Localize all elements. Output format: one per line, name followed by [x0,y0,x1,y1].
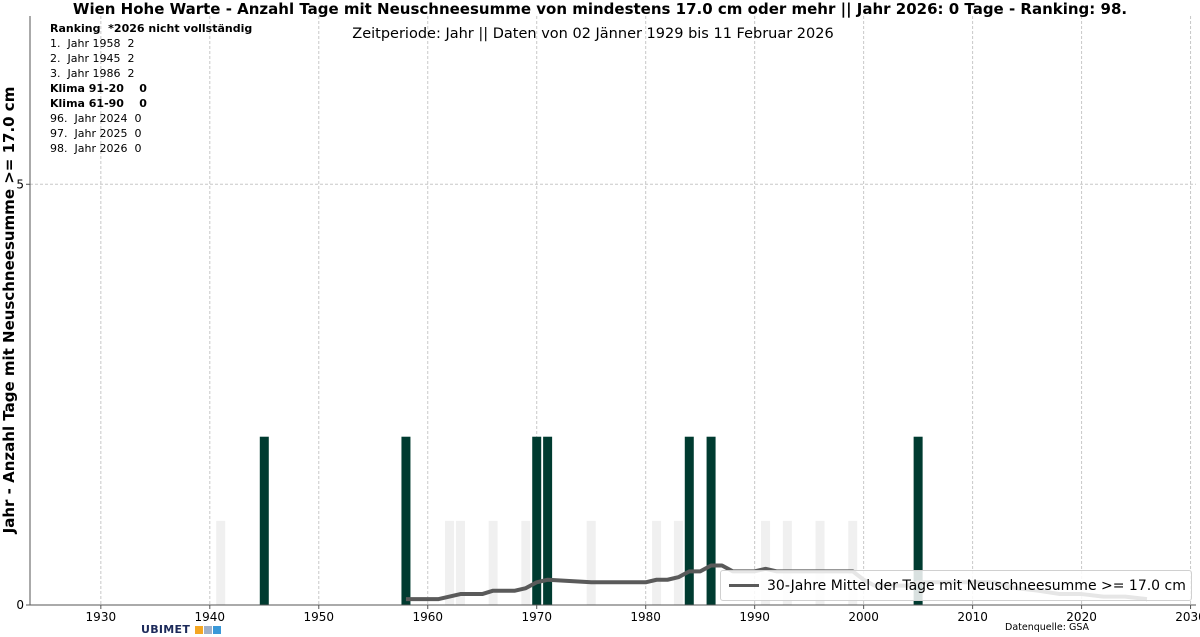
x-tick-label: 1940 [195,610,226,624]
legend-label: 30-Jahre Mittel der Tage mit Neuschneesu… [767,577,1186,594]
ranking-line: 98. Jahr 2026 0 [50,142,142,155]
y-tick-label: 5 [16,177,24,191]
legend-line-swatch [729,584,759,587]
ranking-line: 1. Jahr 1958 2 [50,37,135,50]
ubimet-logo: UBIMET [141,623,222,636]
chart-subtitle: Zeitperiode: Jahr || Daten von 02 Jänner… [0,25,1200,43]
ranking-line: 2. Jahr 1945 2 [50,52,135,65]
y-tick-label: 0 [16,598,24,612]
x-tick-label: 2000 [848,610,879,624]
subtitle-text: Zeitperiode: Jahr || Daten von 02 Jänner… [352,26,834,42]
background-bar [488,520,498,605]
ranking-box: Ranking *2026 nicht vollständig 1. Jahr … [50,21,252,156]
background-bar [445,520,455,605]
climate-line: Klima 91-20 0 [50,82,147,95]
logo-cloud-icon [204,626,213,634]
bar [706,436,716,605]
ranking-header: Ranking *2026 nicht vollständig [50,22,253,35]
climate-line: Klima 61-90 0 [50,97,147,110]
background-bar [521,520,531,605]
x-tick-label: 1990 [739,610,770,624]
logo-rain-icon [213,626,222,634]
x-tick-label: 2020 [1066,610,1097,624]
background-bar [673,520,683,605]
chart-title: Wien Hohe Warte - Anzahl Tage mit Neusch… [72,0,1128,18]
bar [913,436,923,605]
data-source: Datenquelle: GSA [1005,622,1090,633]
background-bar [652,520,662,605]
grid [30,16,1196,605]
background-bar [782,520,792,605]
x-tick-label: 1960 [412,610,443,624]
logo-sun-icon [195,626,204,634]
x-tick-label: 1930 [86,610,117,624]
logo-text: UBIMET [141,623,191,636]
bar [401,436,411,605]
y-axis-label: Jahr - Anzahl Tage mit Neuschneesumme >=… [0,86,18,534]
background-bar [455,520,465,605]
bar [543,436,553,605]
bar [259,436,269,605]
axes: 1930 1940 1950 1960 1970 1980 1990 2000 2010 2020… [16,16,1200,624]
legend: 30-Jahre Mittel der Tage mit Neuschneesu… [720,570,1192,601]
x-tick-label: 1970 [521,610,552,624]
background-bar [848,520,858,605]
x-tick-label: 1980 [630,610,661,624]
x-tick-label: 1950 [304,610,335,624]
background-bar [216,520,226,605]
ranking-line: 3. Jahr 1986 2 [50,67,135,80]
bar [684,436,694,605]
background-bar [815,520,825,605]
background-bar [586,520,596,605]
bars [216,436,923,605]
ranking-line: 96. Jahr 2024 0 [50,112,142,125]
ranking-line: 97. Jahr 2025 0 [50,127,142,140]
background-bar [761,520,771,605]
bar [532,436,542,605]
x-tick-label: 2010 [957,610,988,624]
